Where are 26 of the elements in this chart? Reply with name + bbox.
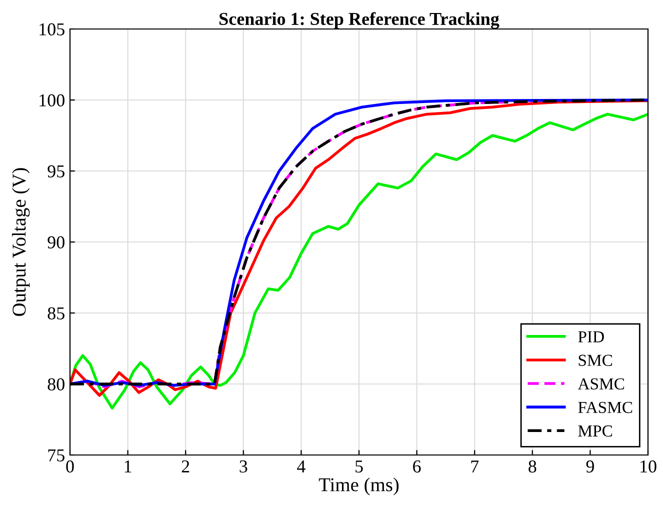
y-tick-label: 80 xyxy=(48,378,64,390)
y-tick-label: 95 xyxy=(48,165,64,178)
x-tick-label: 8 xyxy=(528,460,536,473)
y-tick-label: 100 xyxy=(40,94,64,106)
legend-label: ASMC xyxy=(578,378,624,390)
legend-label: SMC xyxy=(578,354,612,366)
y-axis-title: Output Voltage (V) xyxy=(12,168,30,316)
x-tick-label: 2 xyxy=(182,460,190,472)
x-tick-label: 10 xyxy=(640,460,656,473)
x-axis-title: Time (ms) xyxy=(318,478,399,496)
x-tick-label: 5 xyxy=(356,460,363,473)
x-tick-label: 3 xyxy=(240,460,248,473)
x-tick-label: 9 xyxy=(586,460,594,473)
x-tick-label: 0 xyxy=(66,460,74,473)
x-tick-label: 4 xyxy=(297,460,306,472)
y-tick-label: 75 xyxy=(48,449,64,462)
x-tick-label: 6 xyxy=(413,460,421,473)
y-tick-label: 90 xyxy=(48,236,64,248)
legend-label: MPC xyxy=(578,425,612,437)
x-tick-label: 1 xyxy=(124,460,132,472)
x-tick-label: 7 xyxy=(471,460,479,472)
legend-label: FASMC xyxy=(578,402,632,414)
legend-label: PID xyxy=(578,331,604,342)
y-tick-label: 105 xyxy=(40,23,64,36)
chart-title: Scenario 1: Step Reference Tracking xyxy=(220,12,500,29)
y-tick-label: 85 xyxy=(48,307,64,320)
